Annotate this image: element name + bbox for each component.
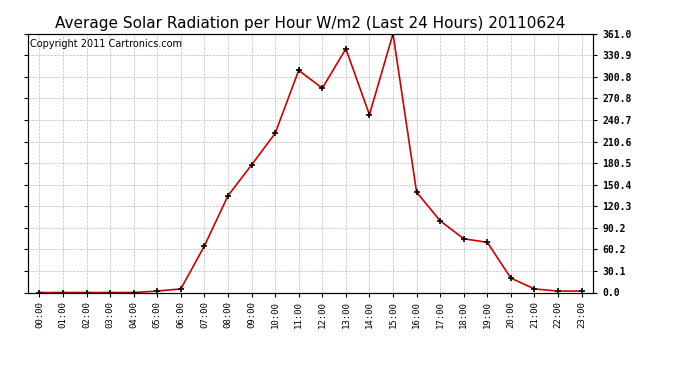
Title: Average Solar Radiation per Hour W/m2 (Last 24 Hours) 20110624: Average Solar Radiation per Hour W/m2 (L… — [55, 16, 566, 31]
Text: Copyright 2011 Cartronics.com: Copyright 2011 Cartronics.com — [30, 39, 182, 49]
